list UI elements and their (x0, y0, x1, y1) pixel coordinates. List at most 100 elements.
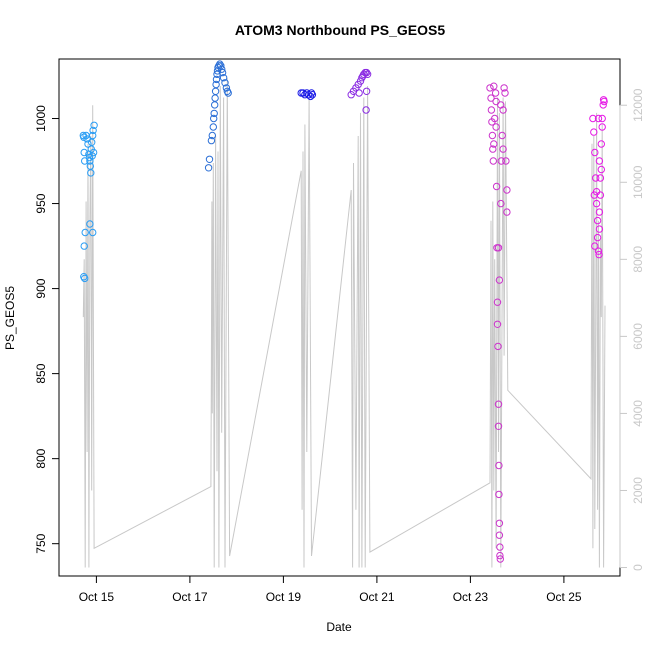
y-tick-label: 750 (34, 533, 48, 553)
data-point (355, 89, 363, 97)
data-point (489, 157, 497, 165)
data-point (494, 342, 502, 351)
data-point (492, 97, 500, 106)
data-point (592, 174, 600, 182)
data-point (489, 145, 497, 153)
data-point (499, 145, 507, 153)
x-tick-label: Oct 23 (453, 590, 489, 604)
data-point (491, 114, 499, 123)
data-point (494, 244, 503, 252)
data-point (497, 199, 505, 208)
data-point (210, 114, 218, 123)
data-point (212, 75, 221, 84)
data-point (89, 228, 97, 237)
data-point (362, 106, 370, 114)
data-point (218, 68, 227, 77)
data-point (598, 114, 606, 123)
altitude-line (82, 78, 606, 568)
data-point (503, 208, 511, 216)
data-point (487, 106, 496, 114)
data-point (308, 91, 317, 99)
data-point (496, 543, 504, 551)
data-point (597, 140, 605, 148)
data-point (493, 320, 502, 328)
data-point (494, 422, 503, 430)
y-axis-right: 0 2000 4000 6000 8000 10000 12000 (619, 88, 645, 571)
data-point (500, 84, 508, 92)
chart-title: ATOM3 Northbound PS_GEOS5 (235, 22, 445, 38)
data-points-layer (79, 60, 608, 563)
y2-tick-label: 0 (631, 564, 645, 571)
data-point (362, 68, 371, 77)
data-point (495, 276, 504, 284)
data-point (595, 250, 603, 259)
data-point (210, 109, 218, 118)
data-point (502, 157, 510, 165)
data-point (595, 225, 604, 233)
data-point (590, 191, 598, 199)
y2-tick-label: 4000 (631, 400, 645, 427)
data-point (205, 155, 214, 164)
data-point (594, 247, 603, 255)
data-point (84, 140, 92, 148)
y2-tick-label: 10000 (631, 165, 645, 199)
y-tick-label: 900 (34, 278, 48, 298)
y-tick-label: 800 (34, 448, 48, 468)
data-point (88, 152, 96, 160)
data-point (593, 233, 602, 242)
data-point (362, 87, 371, 96)
data-point (219, 74, 228, 82)
data-point (490, 82, 498, 90)
data-point (590, 128, 598, 136)
data-point (591, 148, 599, 157)
data-point (595, 157, 604, 165)
data-point (211, 101, 219, 109)
data-point (487, 94, 495, 102)
data-point (204, 164, 213, 172)
data-point (81, 157, 89, 165)
y2-tick-label: 8000 (631, 246, 645, 273)
data-point (81, 274, 89, 283)
data-point (496, 555, 504, 563)
data-point (495, 531, 504, 539)
data-point (87, 169, 95, 177)
data-point (211, 87, 220, 96)
data-point (208, 131, 217, 140)
data-point (591, 242, 599, 250)
data-point (596, 174, 605, 182)
data-point (600, 97, 608, 106)
y-axis-left: 750 800 850 900 950 1000 (34, 105, 60, 554)
x-axis-label: Date (326, 620, 352, 634)
data-point (306, 92, 315, 101)
data-point (599, 101, 607, 109)
y-axis-label: PS_GEOS5 (3, 286, 17, 350)
data-point (598, 123, 606, 131)
data-point (492, 123, 500, 131)
data-point (486, 84, 494, 92)
data-point (212, 80, 220, 89)
data-point (217, 62, 225, 70)
data-point (592, 199, 601, 208)
y-tick-label: 850 (34, 363, 48, 383)
data-point (81, 228, 89, 237)
data-point (363, 70, 372, 79)
data-point (216, 60, 224, 68)
y2-tick-label: 12000 (631, 88, 645, 122)
data-point (221, 79, 229, 87)
x-tick-label: Oct 25 (546, 590, 582, 604)
data-point (89, 131, 97, 140)
data-point (494, 400, 503, 408)
data-point (497, 157, 505, 165)
y2-tick-label: 2000 (631, 477, 645, 504)
x-tick-label: Oct 21 (359, 590, 395, 604)
data-point (491, 89, 500, 97)
data-point (211, 94, 219, 102)
data-point (207, 136, 216, 145)
data-point (495, 519, 504, 527)
y-tick-label: 950 (34, 193, 48, 213)
data-point (496, 551, 504, 560)
data-point (209, 123, 218, 131)
data-point (80, 148, 88, 157)
data-point (495, 461, 503, 470)
data-point (89, 126, 97, 135)
